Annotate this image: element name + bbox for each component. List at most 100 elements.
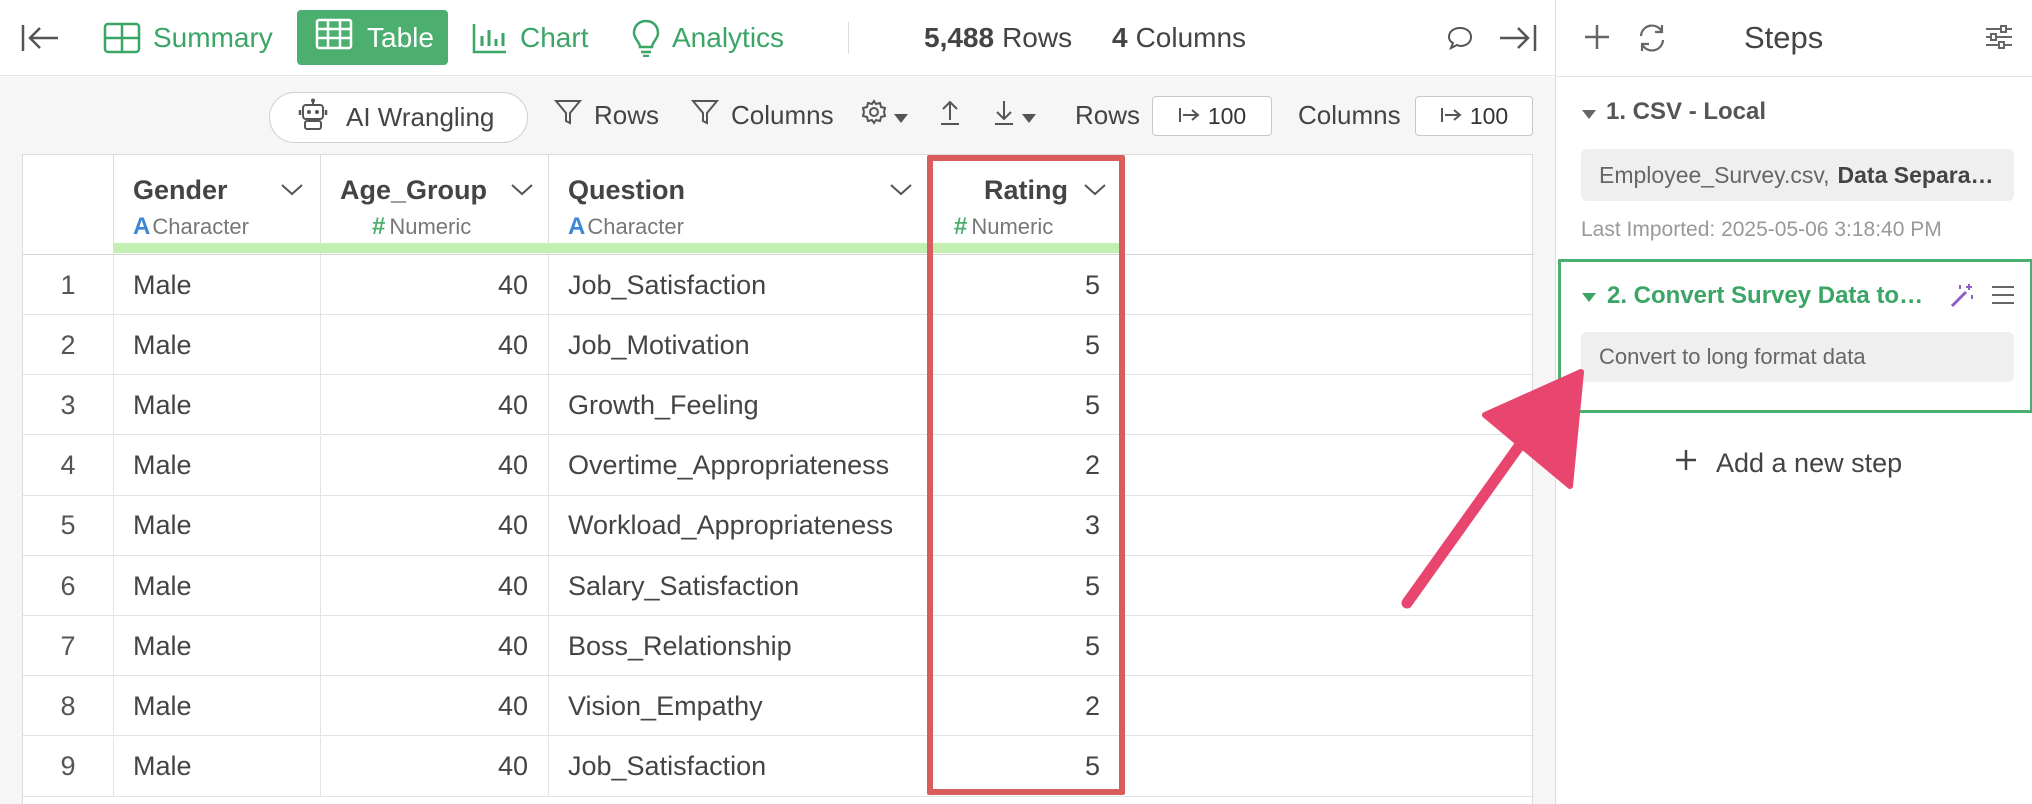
comment-icon[interactable] (1446, 0, 1474, 76)
table-row[interactable]: 9 Male 40 Job_Satisfaction 5 (23, 736, 1534, 797)
cell-gender[interactable]: Male (114, 736, 321, 797)
refresh-icon[interactable] (1635, 22, 1669, 59)
cell-age-group[interactable]: 40 (321, 676, 549, 737)
cell-age-group[interactable]: 40 (321, 375, 549, 436)
tab-analytics[interactable]: Analytics (632, 0, 784, 76)
indent-arrow-icon (1440, 103, 1462, 130)
cell-question[interactable]: Vision_Empathy (549, 676, 932, 737)
column-count: 4 Columns (1112, 0, 1246, 76)
cell-gender[interactable]: Male (114, 435, 321, 496)
cell-gender[interactable]: Male (114, 255, 321, 315)
table-row[interactable]: 6 Male 40 Salary_Satisfaction 5 (23, 556, 1534, 616)
chevron-down-icon[interactable] (889, 183, 913, 202)
cell-age-group[interactable]: 40 (321, 556, 549, 616)
header-divider (23, 254, 1534, 255)
column-name: Question (568, 175, 686, 205)
cell-rating[interactable]: 5 (932, 736, 1121, 797)
cell-age-group[interactable]: 40 (321, 495, 549, 556)
column-header-question[interactable]: Question ACharacter (549, 155, 932, 255)
tab-chart[interactable]: Chart (472, 0, 588, 76)
columns-limit-label: Columns (1298, 100, 1401, 130)
column-type: # Numeric (372, 213, 472, 240)
table-row[interactable]: 8 Male 40 Vision_Empathy 2 (23, 676, 1534, 737)
cell-rating[interactable]: 5 (932, 255, 1121, 315)
cell-age-group[interactable]: 40 (321, 616, 549, 677)
step-2-description[interactable]: Convert to long format data (1581, 332, 2014, 382)
rows-filter-label: Rows (594, 100, 660, 130)
cell-rating[interactable]: 3 (932, 495, 1121, 556)
column-header-age-group[interactable]: Age_Group # Numeric (321, 155, 549, 255)
import-menu-button[interactable] (992, 77, 1036, 154)
table-row[interactable]: 4 Male 40 Overtime_Appropriateness 2 (23, 435, 1534, 496)
cell-question[interactable]: Growth_Feeling (549, 375, 932, 436)
table-row[interactable]: 2 Male 40 Job_Motivation 5 (23, 315, 1534, 376)
cell-gender[interactable]: Male (114, 676, 321, 737)
collapse-right-icon[interactable] (1498, 0, 1538, 76)
cell-rating[interactable]: 5 (932, 375, 1121, 436)
magic-wand-icon[interactable] (1948, 282, 1976, 315)
collapse-left-icon[interactable] (20, 0, 60, 76)
rows-limit-label: Rows (1075, 100, 1141, 130)
cell-gender[interactable]: Male (114, 616, 321, 677)
columns-filter-button[interactable]: Columns (690, 77, 834, 154)
tab-analytics-label: Analytics (672, 22, 785, 53)
tab-table[interactable]: Table (297, 10, 448, 65)
cell-gender[interactable]: Male (114, 315, 321, 376)
step-1-file: Employee_Survey.csv, (1599, 161, 1830, 188)
cell-question[interactable]: Overtime_Appropriateness (549, 435, 932, 496)
rows-filter-button[interactable]: Rows (553, 77, 660, 154)
export-button[interactable] (938, 77, 962, 154)
chevron-down-icon[interactable] (510, 183, 534, 202)
step-1-last-imported: Last Imported: 2025-05-06 3:18:40 PM (1581, 218, 1942, 241)
table-row[interactable]: 3 Male 40 Growth_Feeling 5 (23, 375, 1534, 436)
columns-limit-input[interactable]: 100 (1415, 96, 1533, 136)
tab-summary[interactable]: Summary (103, 0, 273, 76)
annotation-arrow-icon (1401, 369, 1584, 609)
plus-icon[interactable] (1582, 22, 1612, 57)
cell-question[interactable]: Boss_Relationship (549, 616, 932, 677)
add-step-button[interactable]: Add a new step (1674, 448, 1902, 479)
cell-question[interactable]: Job_Satisfaction (549, 736, 932, 797)
column-count-value: 4 (1112, 22, 1128, 53)
table-row[interactable]: 7 Male 40 Boss_Relationship 5 (23, 616, 1534, 677)
table-row[interactable]: 1 Male 40 Job_Satisfaction 5 (23, 255, 1534, 315)
caret-down-icon[interactable] (1582, 110, 1596, 119)
chevron-down-icon[interactable] (1083, 183, 1107, 202)
column-name: Rating (984, 175, 1068, 205)
column-name: Gender (133, 175, 228, 205)
cell-age-group[interactable]: 40 (321, 736, 549, 797)
cell-gender[interactable]: Male (114, 375, 321, 436)
caret-down-icon[interactable] (1582, 293, 1596, 302)
step-2-card[interactable]: 2. Convert Survey Data to… Convert to lo… (1558, 259, 2032, 413)
settings-menu-button[interactable] (860, 77, 908, 154)
sliders-icon[interactable] (1984, 22, 2014, 57)
cell-age-group[interactable]: 40 (321, 315, 549, 376)
chevron-down-icon[interactable] (280, 183, 304, 202)
step-2-title[interactable]: 2. Convert Survey Data to… (1607, 282, 1924, 309)
indent-arrow-icon (1178, 103, 1200, 130)
cell-rating[interactable]: 5 (932, 616, 1121, 677)
cell-question[interactable]: Salary_Satisfaction (549, 556, 932, 616)
table-row[interactable]: 5 Male 40 Workload_Appropriateness 3 (23, 495, 1534, 556)
cell-age-group[interactable]: 40 (321, 255, 549, 315)
cell-gender[interactable]: Male (114, 495, 321, 556)
column-header-gender[interactable]: Gender ACharacter (114, 155, 321, 255)
cell-rating[interactable]: 2 (932, 435, 1121, 496)
cell-question[interactable]: Job_Satisfaction (549, 255, 932, 315)
ai-wrangling-button[interactable]: AI Wrangling (269, 92, 528, 143)
character-type-icon: A (133, 213, 151, 240)
rows-limit-input[interactable]: 100 (1152, 96, 1272, 136)
ai-wrangling-label: AI Wrangling (346, 102, 495, 132)
cell-rating[interactable]: 5 (932, 556, 1121, 616)
step-1-title[interactable]: 1. CSV - Local (1606, 98, 1767, 125)
cell-age-group[interactable]: 40 (321, 435, 549, 496)
step-1-description[interactable]: Employee_Survey.csv, Data Separa… (1581, 149, 2014, 201)
cell-question[interactable]: Workload_Appropriateness (549, 495, 932, 556)
cell-rating[interactable]: 2 (932, 676, 1121, 737)
table-icon (315, 18, 353, 57)
cell-rating[interactable]: 5 (932, 315, 1121, 376)
cell-gender[interactable]: Male (114, 556, 321, 616)
cell-question[interactable]: Job_Motivation (549, 315, 932, 376)
menu-icon[interactable] (1990, 284, 2016, 311)
column-header-rating[interactable]: Rating # Numeric (932, 155, 1121, 255)
